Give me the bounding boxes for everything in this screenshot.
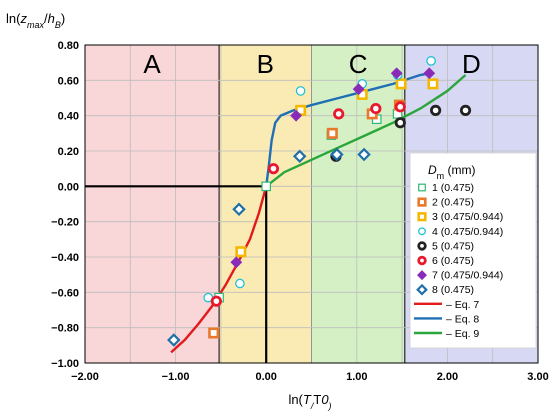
point-series-8 — [330, 147, 344, 162]
y-tick-label: 0.00 — [58, 181, 79, 193]
legend-entry-3: 3 (0.475/0.944) — [432, 211, 503, 223]
legend: Dm (mm)1 (0.475) 2 (0.475) 3 (0.475/0.944)… — [409, 152, 537, 349]
legend-entry-6: 6 (0.475) — [432, 255, 474, 267]
legend-entry-5: 5 (0.475) — [432, 240, 474, 252]
y-tick-label: 0.40 — [58, 111, 79, 123]
y-tick-labels: 0.80 0.60 0.40 0.20 0.00 −0.20 −0.40 −0.60 −0.80… — [51, 40, 79, 370]
point-series-6 — [333, 108, 345, 120]
x-axis-label: ln(T/T0) — [288, 392, 331, 411]
legend-entry-2: 2 (0.475) — [432, 197, 474, 209]
point-series-7 — [290, 109, 303, 122]
x-tick-label: −1.00 — [162, 371, 190, 383]
region-label-b: B — [257, 49, 274, 79]
point-series-7 — [390, 67, 403, 80]
region-label-a: A — [143, 49, 161, 79]
y-tick-label: 0.60 — [58, 75, 79, 87]
x-tick-label: −2.00 — [71, 371, 99, 383]
y-tick-label: −0.40 — [51, 252, 79, 264]
point-series-3 — [395, 78, 407, 90]
legend-marker-4 — [418, 227, 426, 236]
y-tick-label: −0.20 — [51, 217, 79, 229]
data-points — [167, 56, 472, 347]
region-label-c: C — [349, 49, 368, 79]
point-series-4 — [295, 86, 306, 96]
point-series-1 — [261, 181, 271, 192]
plot-frame — [84, 44, 539, 364]
legend-marker-6 — [417, 255, 427, 266]
legend-entry-1: 1 (0.475) — [432, 182, 474, 194]
legend-entry-eq-7: – Eq. 7 — [446, 299, 479, 311]
region-labels: A B C D — [143, 49, 480, 79]
point-series-8 — [357, 147, 371, 162]
point-series-3 — [427, 78, 439, 90]
legend-box — [409, 152, 537, 349]
point-series-4 — [426, 56, 436, 66]
x-tick-label: 2.00 — [437, 371, 458, 383]
point-series-2 — [208, 327, 220, 339]
point-series-2 — [326, 127, 338, 139]
y-tick-label: −1.00 — [51, 358, 79, 370]
legend-marker-1 — [418, 183, 426, 192]
legend-marker-2 — [417, 197, 427, 207]
legend-marker-7 — [416, 270, 428, 281]
x-tick-label: 3.00 — [527, 371, 548, 383]
curve-eq-7 — [170, 186, 268, 354]
point-series-6 — [267, 163, 280, 175]
point-series-8 — [167, 333, 181, 347]
y-axis-label: ln(zmax/hB) — [6, 11, 65, 30]
legend-entry-eq-9: – Eq. 9 — [446, 328, 479, 340]
point-series-7 — [423, 67, 436, 80]
point-series-6 — [370, 103, 382, 115]
point-series-7 — [352, 83, 365, 96]
point-series-4 — [235, 278, 245, 289]
point-series-5 — [394, 117, 406, 129]
x-tick-labels: −2.00 −1.00 0.00 1.00 2.00 3.00 — [71, 371, 549, 383]
legend-entry-8: 8 (0.475) — [432, 284, 474, 296]
point-series-6 — [394, 101, 406, 113]
legend-marker-5 — [417, 241, 427, 251]
region-label-d: D — [462, 49, 481, 79]
y-tick-label: −0.60 — [51, 287, 79, 299]
x-tick-label: 0.00 — [255, 371, 276, 383]
curve-eq-9 — [265, 74, 467, 188]
x-tick-label: 1.00 — [346, 371, 367, 383]
region-a — [85, 45, 220, 363]
legend-marker-3 — [417, 212, 427, 222]
point-series-6 — [210, 295, 222, 307]
point-series-3 — [235, 246, 247, 258]
legend-title: Dm (mm) — [428, 163, 476, 181]
legend-marker-8 — [416, 283, 428, 296]
point-series-7 — [230, 256, 243, 269]
point-series-8 — [232, 202, 246, 217]
point-series-8 — [292, 149, 307, 164]
legend-entry-7: 7 (0.475/0.944) — [432, 270, 503, 282]
legend-entry-eq-8: – Eq. 8 — [446, 313, 479, 325]
legend-entry-4: 4 (0.475/0.944) — [432, 226, 503, 238]
point-series-5 — [459, 104, 472, 116]
y-tick-label: 0.80 — [58, 40, 79, 52]
y-tick-label: 0.20 — [58, 146, 79, 158]
point-series-5 — [430, 104, 442, 116]
y-tick-label: −0.80 — [51, 323, 79, 335]
